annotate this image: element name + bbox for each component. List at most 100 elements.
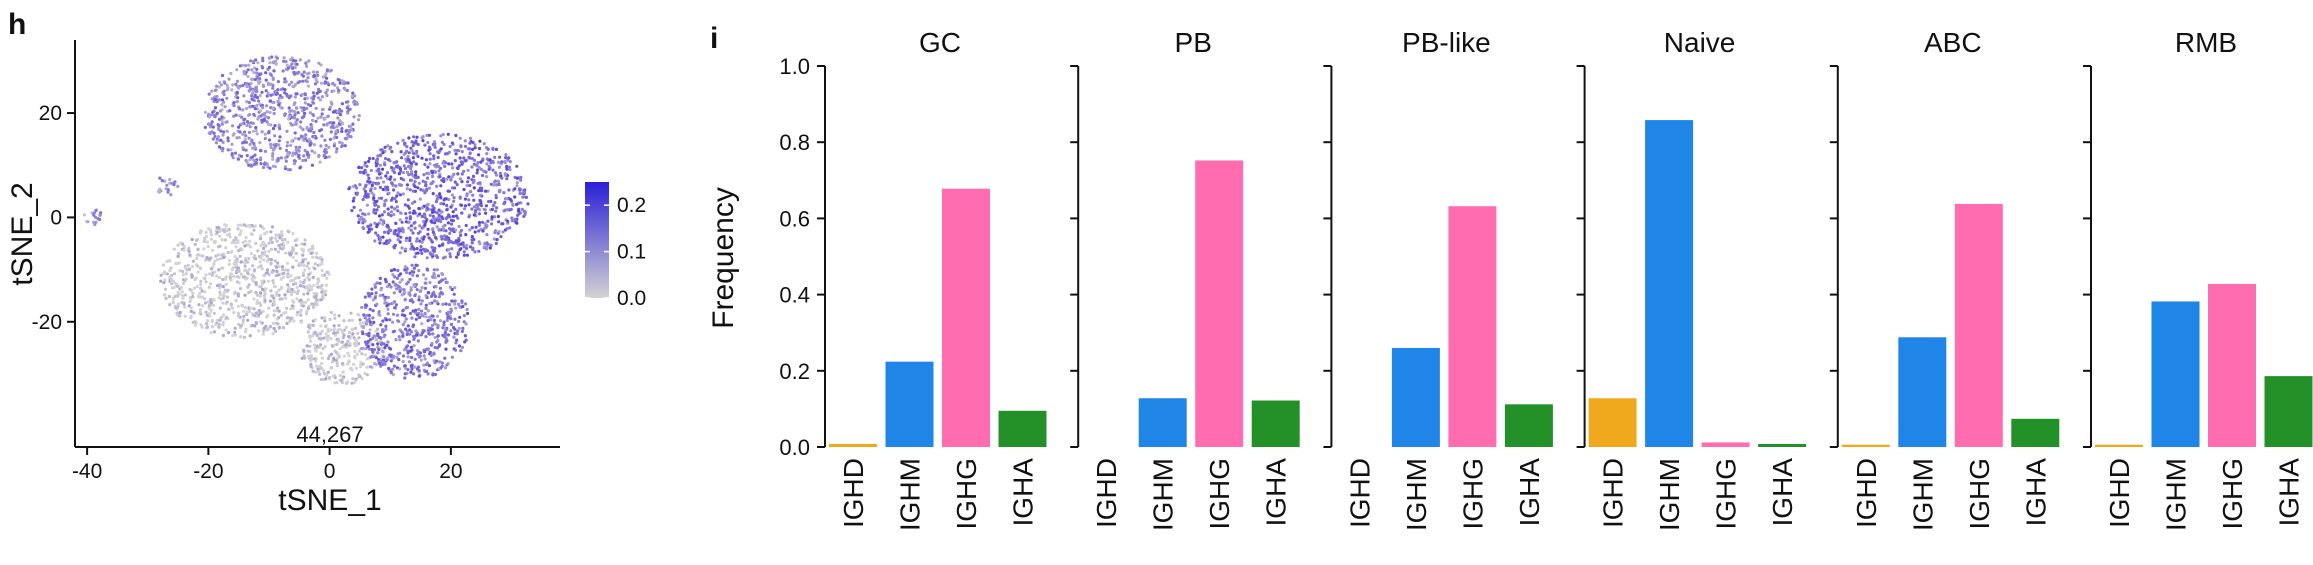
cell-point-c2 <box>307 278 311 282</box>
cell-point-c0 <box>263 136 267 141</box>
cell-point-c2 <box>312 283 316 287</box>
cell-point-c2 <box>229 272 233 276</box>
bar-ighd <box>1588 398 1637 447</box>
cell-point-c1 <box>356 214 360 218</box>
cell-point-c3 <box>357 313 361 317</box>
cell-point-c3 <box>333 313 337 317</box>
cell-point-c1 <box>505 164 509 168</box>
cell-point-c1 <box>441 202 446 206</box>
cell-point-c1 <box>470 235 474 239</box>
cell-point-c1 <box>364 183 368 187</box>
cell-point-c4 <box>358 318 362 322</box>
cell-point-c3 <box>328 375 332 380</box>
cell-point-c1 <box>407 173 411 177</box>
cell-point-c1 <box>459 203 464 207</box>
cell-point-c1 <box>359 170 363 174</box>
cell-point-c2 <box>315 281 319 285</box>
cell-point-c1 <box>386 177 390 181</box>
cell-point-c3 <box>357 373 361 377</box>
cell-point-c0 <box>255 71 259 75</box>
cell-point-c2 <box>262 273 266 278</box>
cell-point-c4 <box>432 359 436 363</box>
cell-point-c0 <box>284 60 288 64</box>
cell-point-c3 <box>349 311 353 315</box>
bar-category-label: IGHG <box>1204 458 1235 530</box>
cell-point-c4 <box>407 340 411 344</box>
cell-point-c0 <box>327 145 331 149</box>
cell-point-c3 <box>351 377 355 381</box>
cell-point-c4 <box>428 301 432 306</box>
cell-point-c2 <box>242 223 246 227</box>
cell-point-c2 <box>254 311 258 315</box>
cell-point-c1 <box>513 187 517 191</box>
cell-point-c1 <box>376 205 381 209</box>
cell-point-c1 <box>372 208 376 212</box>
cell-point-c0 <box>216 135 221 139</box>
cell-point-c3 <box>332 324 336 328</box>
cell-point-c2 <box>225 295 230 299</box>
cell-point-c1 <box>427 148 431 152</box>
cell-point-c2 <box>240 303 244 307</box>
cell-point-c1 <box>522 190 526 195</box>
cell-point-c2 <box>245 312 249 316</box>
cell-point-c1 <box>474 225 478 229</box>
cell-point-c1 <box>460 211 464 215</box>
cell-point-c2 <box>258 301 262 305</box>
cell-point-c3 <box>361 346 365 351</box>
cell-point-c0 <box>271 152 275 156</box>
cell-point-c3 <box>341 370 345 374</box>
cell-point-c2 <box>214 322 218 326</box>
cell-point-c4 <box>453 299 457 303</box>
cell-point-c2 <box>233 330 237 334</box>
cell-point-c2 <box>260 251 265 255</box>
cell-point-c2 <box>210 319 214 324</box>
cell-point-c2 <box>181 296 185 300</box>
cell-point-c2 <box>189 309 193 313</box>
cell-point-c2 <box>176 305 180 309</box>
cell-point-c2 <box>204 234 209 238</box>
cell-point-c0 <box>268 166 272 170</box>
facet-title: RMB <box>2175 27 2237 58</box>
cell-point-c3 <box>354 366 358 370</box>
cell-point-c2 <box>289 316 293 321</box>
cell-point-c0 <box>260 120 264 124</box>
cell-point-c2 <box>243 261 247 265</box>
cell-point-c2 <box>243 268 248 272</box>
cell-point-c0 <box>306 103 310 107</box>
cell-point-c0 <box>244 64 248 68</box>
cell-point-c2 <box>196 264 200 268</box>
cell-point-c2 <box>320 268 324 273</box>
cell-point-c1 <box>460 228 464 232</box>
cell-point-c0 <box>219 129 223 133</box>
cell-point-c2 <box>285 261 290 265</box>
cell-point-c2 <box>250 323 254 327</box>
cell-point-c1 <box>458 136 462 140</box>
cell-point-c3 <box>346 362 350 366</box>
cell-point-c1 <box>396 238 400 242</box>
cell-point-c2 <box>242 309 246 313</box>
cell-point-c1 <box>485 152 489 156</box>
cell-point-c1 <box>468 156 472 160</box>
cell-point-c2 <box>256 249 260 253</box>
cell-point-c0 <box>314 106 318 110</box>
cell-point-c1 <box>431 214 435 218</box>
cell-point-c2 <box>227 262 231 266</box>
cell-point-c0 <box>212 109 216 113</box>
cell-point-c3 <box>347 359 351 363</box>
cell-point-c2 <box>162 281 166 285</box>
cell-point-c1 <box>479 189 484 193</box>
cell-point-c1 <box>413 220 417 224</box>
tsne-y-ticks: 200-20 <box>32 102 75 334</box>
cell-point-c1 <box>496 214 500 219</box>
cell-point-c1 <box>398 240 402 244</box>
cell-point-c3 <box>318 372 322 376</box>
cell-point-c3 <box>309 355 313 360</box>
cell-point-c2 <box>262 227 266 231</box>
cell-point-c1 <box>378 236 382 240</box>
cell-point-c0 <box>303 111 307 115</box>
cell-point-c2 <box>292 300 296 304</box>
cell-point-c3 <box>365 357 369 361</box>
cell-point-c4 <box>438 360 442 364</box>
cell-point-c4 <box>444 302 448 306</box>
cell-point-c4 <box>434 372 438 377</box>
